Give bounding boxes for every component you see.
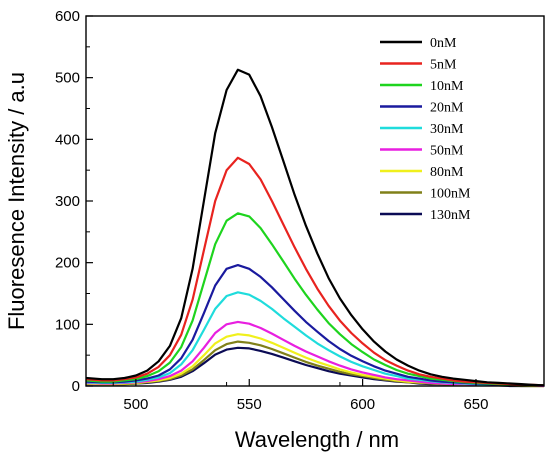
x-axis-ticks: 500 550 600 650: [112, 379, 488, 413]
series-line-0nM: [85, 68, 545, 387]
x-tick-label: 500: [123, 396, 148, 413]
x-tick-label: 650: [463, 396, 488, 413]
y-tick-label: 400: [55, 131, 80, 148]
legend-label-10nM: 10nM: [430, 79, 464, 94]
series-line-10nM: [85, 212, 544, 387]
x-axis-title: Wavelength / nm: [235, 427, 399, 452]
legend: 0nM 5nM 10nM 20nM 30nM 50nM 80nM 100nM 130nM: [380, 36, 471, 223]
legend-label-30nM: 30nM: [430, 122, 464, 137]
y-tick-label: 500: [55, 70, 80, 87]
y-tick-label: 100: [55, 316, 80, 333]
y-axis-title: Fluoresence Intensity / a.u: [4, 72, 29, 330]
y-tick-label: 300: [55, 193, 80, 210]
legend-label-0nM: 0nM: [430, 36, 457, 51]
y-tick-label: 600: [55, 8, 80, 25]
y-axis-ticks: 0 100 200 300 400 500 600: [55, 8, 93, 395]
legend-label-20nM: 20nM: [430, 101, 464, 116]
y-tick-label: 200: [55, 255, 80, 272]
series-line-5nM: [85, 156, 545, 387]
legend-label-100nM: 100nM: [430, 187, 471, 202]
plot-lines: [85, 68, 545, 388]
legend-label-50nM: 50nM: [430, 144, 464, 159]
x-tick-label: 550: [237, 396, 262, 413]
x-tick-label: 600: [350, 396, 375, 413]
legend-label-5nM: 5nM: [430, 58, 457, 73]
legend-label-80nM: 80nM: [430, 165, 464, 180]
legend-label-130nM: 130nM: [430, 208, 471, 223]
y-tick-label: 0: [72, 378, 80, 395]
